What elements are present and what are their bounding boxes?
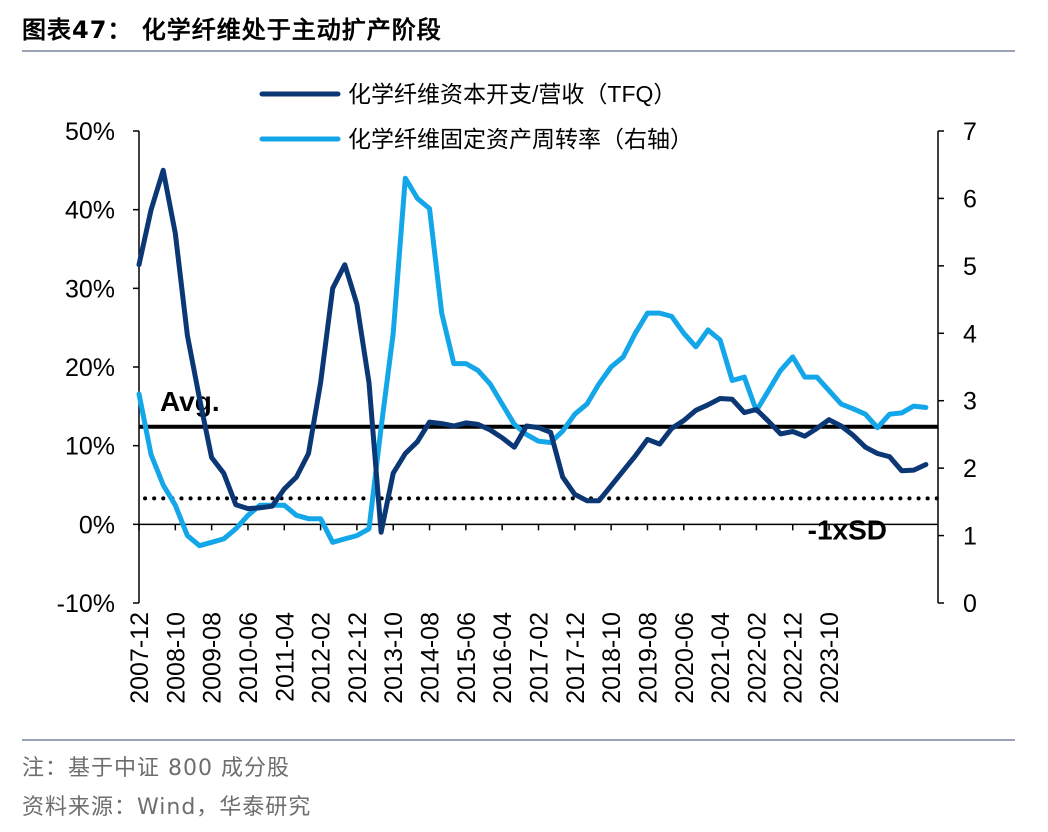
right-tick-label: 6 [963, 185, 977, 213]
minus-1sd-label: -1xSD [808, 514, 887, 545]
x-tick-label: 2011-04 [271, 612, 299, 702]
x-tick-label: 2022-12 [780, 612, 808, 704]
x-tick-label: 2008-10 [162, 612, 190, 704]
right-tick-label: 4 [963, 320, 977, 348]
x-tick-label: 2013-10 [380, 612, 408, 704]
left-tick-label: -10% [57, 590, 115, 618]
chart-source: 资料来源：Wind，华泰研究 [22, 795, 312, 820]
average-label: Avg. [160, 386, 220, 417]
x-tick-label: 2016-04 [489, 612, 517, 704]
x-tick-label: 2017-02 [526, 612, 554, 704]
right-tick-label: 5 [963, 253, 977, 281]
x-tick-label: 2020-06 [671, 612, 699, 704]
capex-series-line [136, 167, 929, 535]
x-tick-label: 2010-06 [235, 612, 263, 704]
legend: 化学纤维资本开支/营收（TFQ） 化学纤维固定资产周转率（右轴） [259, 81, 693, 152]
right-tick-label: 3 [963, 388, 977, 416]
figure-title: 图表47： 化学纤维处于主动扩产阶段 [22, 16, 442, 44]
x-tick-label: 2007-12 [126, 612, 154, 704]
x-tick-label: 2021-04 [707, 612, 735, 704]
right-tick-label: 1 [963, 523, 977, 551]
right-tick-label: 2 [963, 455, 977, 483]
turnover-series-line [136, 175, 929, 549]
x-tick-label: 2022-02 [743, 612, 771, 704]
title-rule [22, 50, 1015, 52]
right-tick-label: 0 [963, 590, 977, 618]
dual-axis-line-chart: 化学纤维资本开支/营收（TFQ） 化学纤维固定资产周转率（右轴） -10% 0% 1… [57, 81, 977, 704]
right-tick-label: 7 [963, 118, 977, 146]
left-tick-label: 10% [65, 433, 115, 461]
x-tick-label: 2018-10 [598, 612, 626, 704]
left-tick-label: 30% [65, 275, 115, 303]
x-tick-label: 2019-08 [634, 612, 662, 704]
right-axis: 0 1 2 3 4 5 6 7 [937, 118, 977, 618]
left-tick-label: 20% [65, 354, 115, 382]
x-tick-label: 2012-02 [308, 612, 336, 704]
x-tick-label: 2014-08 [417, 612, 445, 704]
x-tick-label: 2023-10 [816, 612, 844, 704]
footer-rule [22, 739, 1015, 741]
legend-label-turnover: 化学纤维固定资产周转率（右轴） [348, 126, 693, 152]
left-tick-label: 40% [65, 197, 115, 225]
series-lines [136, 167, 929, 549]
x-tick-label: 2017-12 [562, 612, 590, 704]
x-tick-label: 2009-08 [199, 612, 227, 704]
chart-note: 注：基于中证 800 成分股 [22, 756, 290, 781]
left-axis: -10% 0% 10% 20% 30% 40% 50% [57, 118, 140, 618]
legend-label-capex: 化学纤维资本开支/营收（TFQ） [348, 81, 676, 107]
x-tick-label: 2012-12 [344, 612, 372, 704]
x-tick-label: 2015-06 [453, 612, 481, 704]
left-tick-label: 50% [65, 118, 115, 146]
x-axis: 2007-12 2008-10 2009-08 2010-06 2011-04 2012-… [126, 523, 938, 704]
reference-lines: Avg. -1xSD [139, 386, 940, 545]
left-tick-label: 0% [79, 511, 115, 539]
